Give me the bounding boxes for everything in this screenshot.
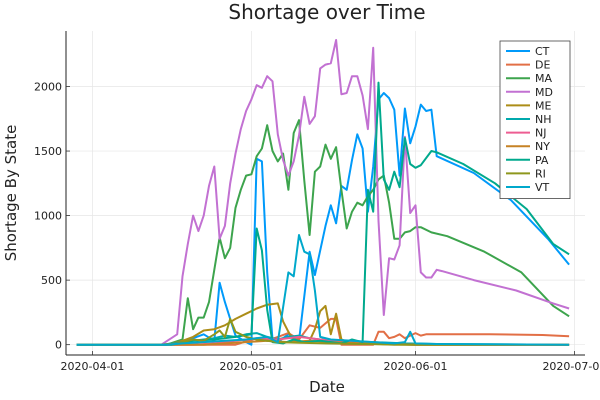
y-tick-label: 1500 — [34, 145, 62, 158]
y-tick-label: 500 — [41, 274, 62, 287]
series-lines — [76, 39, 570, 346]
legend-label-ny: NY — [535, 140, 550, 153]
legend-label-me: ME — [535, 99, 551, 112]
series-line-me — [76, 302, 570, 346]
legend-label-ct: CT — [535, 45, 550, 58]
y-tick-label: 1000 — [34, 210, 62, 223]
legend-label-nj: NJ — [535, 127, 546, 140]
legend-label-ma: MA — [535, 72, 552, 85]
x-tick-label: 2020-04-01 — [61, 360, 125, 373]
legend-label-pa: PA — [535, 154, 549, 167]
plot-frame — [65, 31, 585, 356]
axis-ticks: 0 500 1000 1500 2000 2020-04-01 2020-05-01 2020… — [34, 81, 600, 373]
legend-label-de: DE — [535, 59, 550, 72]
series-line-vt — [76, 234, 570, 346]
legend-label-md: MD — [535, 86, 553, 99]
legend-label-nh: NH — [535, 113, 552, 126]
chart-title: Shortage over Time — [228, 0, 425, 24]
x-tick-label: 2020-06-01 — [384, 360, 448, 373]
series-line-md — [76, 39, 570, 346]
x-tick-label: 2020-05-01 — [219, 360, 283, 373]
series-line-pa — [76, 81, 570, 346]
y-tick-label: 0 — [55, 339, 62, 352]
series-line-ri — [76, 317, 570, 346]
legend-label-ri: RI — [535, 167, 546, 180]
x-axis-title: Date — [309, 378, 345, 396]
series-line-ct — [76, 92, 570, 346]
y-axis-title: Shortage By State — [2, 125, 20, 262]
series-line-ma — [76, 119, 570, 346]
legend-label-vt: VT — [535, 181, 550, 194]
y-tick-label: 2000 — [34, 81, 62, 94]
x-tick-label: 2020-07-01 — [542, 360, 600, 373]
